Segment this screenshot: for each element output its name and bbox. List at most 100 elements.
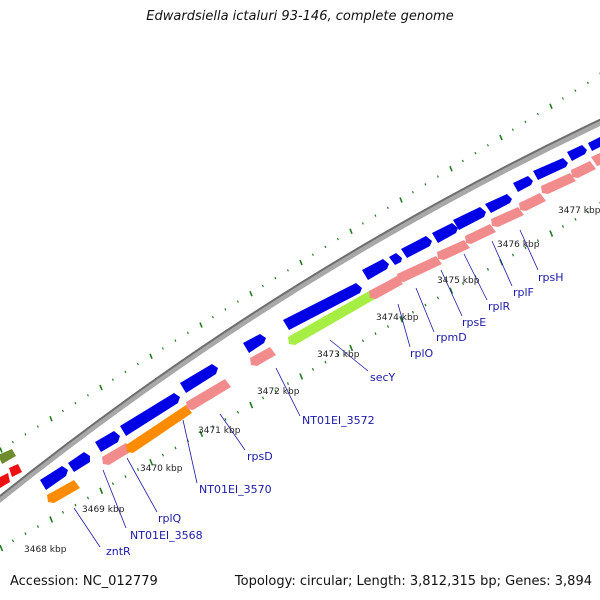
scale-tick	[461, 159, 464, 163]
scale-tick	[311, 367, 315, 371]
scale-tick	[211, 315, 214, 319]
scale-tick	[536, 112, 539, 116]
gene-pink	[519, 193, 546, 211]
gene-blue	[453, 207, 486, 230]
kbp-label: 3471 kbp	[198, 426, 241, 436]
gene-label-zntR: zntR	[106, 545, 131, 558]
scale-tick	[336, 237, 339, 241]
scale-tick	[49, 516, 54, 523]
scale-tick	[499, 134, 503, 141]
scale-tick	[424, 303, 427, 307]
scale-tick	[249, 401, 254, 409]
kbp-label: 3470 kbp	[140, 464, 183, 474]
kbp-label: 3469 kbp	[82, 505, 125, 515]
scale-tick	[386, 206, 389, 210]
scale-tick	[86, 496, 90, 500]
scale-tick	[474, 151, 477, 155]
scale-tick	[274, 389, 277, 393]
kbp-label: 3475 kbp	[437, 276, 480, 286]
scale-tick	[11, 539, 15, 543]
scale-tick	[136, 362, 139, 366]
gene-blue	[588, 137, 600, 151]
scale-tick	[236, 300, 239, 303]
gene-blue	[567, 145, 587, 161]
scale-tick	[436, 296, 440, 300]
scale-tick	[411, 190, 414, 194]
scale-tick	[511, 128, 514, 131]
scale-tick	[386, 325, 390, 328]
scale-tick	[349, 344, 354, 352]
scale-tick	[586, 81, 589, 85]
gene-blue	[533, 158, 568, 180]
gene-label-rpsH: rpsH	[538, 271, 564, 284]
scale-ticks	[0, 72, 600, 552]
scale-tick	[286, 382, 290, 386]
gene-red-a	[0, 473, 10, 488]
scale-tick	[361, 339, 365, 343]
scale-tick	[61, 409, 64, 413]
kbp-labels: 3468 kbp 3469 kbp 3470 kbp 3471 kbp 3472…	[24, 206, 600, 555]
gene-label-secY: secY	[370, 371, 396, 384]
gene-label-rpsD: rpsD	[247, 450, 273, 463]
gene-pink	[397, 256, 442, 282]
kbp-label: 3473 kbp	[317, 350, 360, 360]
scale-tick	[374, 214, 377, 217]
scale-tick	[224, 308, 227, 311]
gene-pink	[369, 276, 403, 299]
gene-blue	[283, 283, 362, 330]
gene-blue	[180, 364, 218, 393]
scale-tick	[111, 378, 114, 381]
kbp-label: 3468 kbp	[24, 545, 67, 555]
gene-label-rpmD: rpmD	[436, 331, 467, 344]
scale-tick	[561, 225, 565, 228]
scale-tick	[24, 532, 27, 536]
scale-tick	[136, 467, 140, 471]
scale-tick	[36, 525, 40, 528]
scale-tick	[561, 97, 564, 100]
gene-labels: zntR NT01EI_3568 rplQ NT01EI_3570 rpsD N…	[106, 271, 564, 558]
kbp-label: 3476 kbp	[497, 240, 540, 250]
gene-label-NT01EI_3572: NT01EI_3572	[302, 414, 375, 427]
scale-tick	[124, 370, 127, 374]
scale-tick	[74, 503, 77, 507]
scale-tick	[461, 282, 465, 286]
kbp-label: 3477 kbp	[558, 206, 600, 216]
scale-tick	[161, 347, 164, 350]
scale-tick	[361, 222, 364, 225]
genome-summary-text: Topology: circular; Length: 3,812,315 bp…	[234, 574, 592, 589]
scale-tick	[449, 287, 454, 295]
scale-tick	[374, 332, 377, 336]
scale-tick	[536, 239, 540, 243]
gene-orange	[126, 405, 192, 453]
gene-blue	[95, 431, 120, 452]
gene-pink	[437, 240, 470, 260]
scale-tick	[86, 394, 89, 397]
scale-tick	[24, 433, 27, 436]
scale-tick	[124, 475, 127, 478]
scale-tick	[299, 373, 304, 380]
gene-pink	[491, 207, 524, 227]
gene-label-rplO: rplO	[410, 347, 434, 360]
scale-tick	[224, 417, 227, 421]
gene-blue	[362, 259, 389, 280]
scale-tick	[99, 487, 104, 495]
gene-pink	[186, 379, 231, 410]
gene-label-rplF: rplF	[513, 286, 534, 299]
scale-tick	[486, 267, 490, 271]
scale-tick	[74, 401, 77, 405]
scale-tick	[0, 544, 4, 552]
scale-tick	[0, 447, 3, 453]
gene-blue	[389, 253, 402, 265]
gene-label-rpsE: rpsE	[462, 316, 486, 329]
scale-tick	[399, 197, 403, 203]
scale-tick	[149, 353, 153, 360]
gene-blue	[485, 194, 512, 213]
scale-tick	[261, 396, 265, 400]
scale-tick	[174, 339, 177, 342]
scale-tick	[186, 331, 189, 335]
gene-orange-zntR	[47, 480, 80, 503]
scale-tick	[586, 210, 590, 214]
scale-tick	[149, 458, 154, 466]
scale-tick	[286, 269, 289, 272]
